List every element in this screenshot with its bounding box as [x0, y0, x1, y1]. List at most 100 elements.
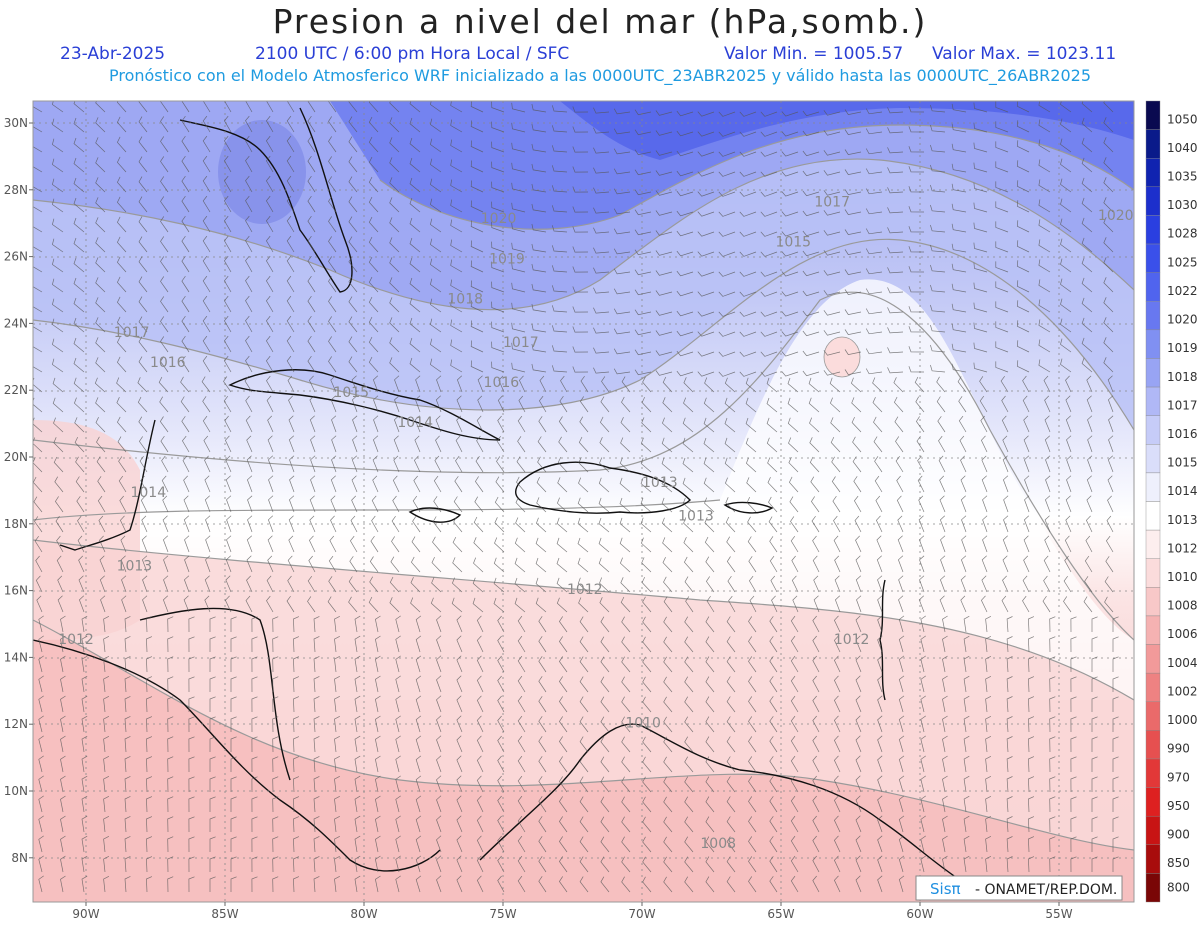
- wind-barb: [167, 756, 174, 773]
- wind-barb: [663, 856, 673, 873]
- wind-barb: [167, 636, 174, 653]
- wind-barb: [160, 116, 169, 133]
- wind-barb: [124, 816, 131, 833]
- wind-barb: [676, 250, 694, 257]
- wind-barb: [477, 395, 484, 413]
- wind-barb: [812, 615, 820, 633]
- wind-barb: [103, 815, 110, 833]
- wind-barb: [348, 296, 358, 313]
- wind-barb: [876, 535, 883, 553]
- wind-barb: [470, 180, 484, 193]
- wind-barb: [663, 696, 673, 713]
- colorbar-swatch: [1145, 558, 1161, 588]
- wind-barb: [781, 211, 799, 217]
- wind-barb: [663, 876, 673, 893]
- wind-barb: [331, 415, 337, 433]
- wind-barb: [293, 656, 300, 673]
- wind-barb: [551, 265, 568, 273]
- wind-barb: [1049, 756, 1056, 773]
- wind-barb: [769, 555, 778, 573]
- wind-barb: [787, 397, 799, 413]
- wind-barb: [517, 735, 526, 753]
- wind-barb: [73, 157, 85, 173]
- wind-barb: [146, 616, 153, 633]
- wind-barb: [226, 495, 232, 513]
- wind-barb: [251, 716, 258, 733]
- isobars: [33, 124, 1134, 851]
- wind-barb: [476, 815, 484, 833]
- wind-barb: [162, 595, 169, 613]
- wind-barb: [572, 186, 589, 193]
- wind-barb: [781, 271, 799, 277]
- wind-barb: [767, 477, 778, 493]
- wind-barb: [620, 417, 631, 433]
- wind-barb: [766, 437, 778, 453]
- wind-barb: [865, 348, 883, 355]
- wind-barb: [81, 655, 88, 673]
- wind-barb: [1103, 357, 1114, 373]
- wind-barb: [655, 150, 673, 156]
- wind-barb: [811, 515, 820, 533]
- wind-barb: [1070, 756, 1077, 773]
- wind-barb: [739, 251, 757, 257]
- wind-barb: [307, 335, 316, 353]
- colorbar-label: 850: [1167, 856, 1190, 870]
- wind-barb: [739, 291, 757, 297]
- wind-barb: [138, 176, 148, 193]
- wind-barb: [209, 876, 216, 892]
- wind-barb: [430, 597, 442, 613]
- wind-barb: [601, 376, 610, 393]
- wind-barb: [181, 315, 190, 333]
- wind-barb: [352, 435, 358, 453]
- wind-barb: [642, 816, 652, 833]
- wind-barb: [812, 715, 820, 733]
- wind-barb: [289, 455, 295, 473]
- wind-barb: [138, 101, 148, 113]
- wind-barb: [204, 595, 211, 613]
- wind-barb: [511, 322, 526, 333]
- wind-barb: [188, 816, 195, 833]
- wind-barb: [790, 615, 799, 633]
- wind-barb: [705, 876, 715, 893]
- wind-barb: [33, 146, 43, 153]
- wind-barb: [973, 162, 988, 173]
- wind-barb: [981, 575, 988, 593]
- wind-barb: [430, 118, 442, 133]
- wind-barb: [60, 695, 66, 713]
- wind-barb: [430, 138, 442, 153]
- wind-barb: [834, 575, 841, 593]
- wind-barb: [663, 836, 673, 853]
- wind-barb: [661, 477, 673, 493]
- wind-barb: [1028, 856, 1035, 873]
- wind-barb: [188, 776, 195, 793]
- wind-barb: [52, 298, 64, 313]
- wind-barb: [1086, 395, 1093, 413]
- wind-barb: [538, 756, 547, 773]
- wind-barb: [124, 836, 131, 853]
- wind-barb: [430, 101, 442, 113]
- wind-barb: [307, 115, 316, 133]
- wind-barb: [613, 308, 631, 315]
- wind-barb: [307, 355, 316, 373]
- wind-barb: [1049, 776, 1056, 793]
- wind-barb: [809, 417, 820, 433]
- wind-barb: [748, 736, 757, 753]
- wind-barb: [599, 416, 610, 433]
- wind-barb: [288, 415, 295, 433]
- wind-barb: [790, 795, 799, 813]
- wind-barb: [920, 835, 927, 853]
- colorbar-swatch: [1145, 415, 1161, 445]
- wind-barb: [704, 536, 715, 553]
- wind-barb: [97, 476, 106, 493]
- wind-barb: [161, 455, 169, 473]
- wind-barb: [985, 695, 992, 713]
- wind-barb: [682, 457, 694, 473]
- wind-barb: [286, 155, 295, 173]
- wind-barb: [718, 331, 736, 337]
- colorbar-label: 1013: [1167, 513, 1198, 527]
- wind-barb: [769, 676, 778, 693]
- wind-barb: [572, 306, 589, 313]
- wind-barb: [307, 175, 316, 193]
- wind-barb: [572, 246, 589, 253]
- wind-barb: [809, 437, 820, 453]
